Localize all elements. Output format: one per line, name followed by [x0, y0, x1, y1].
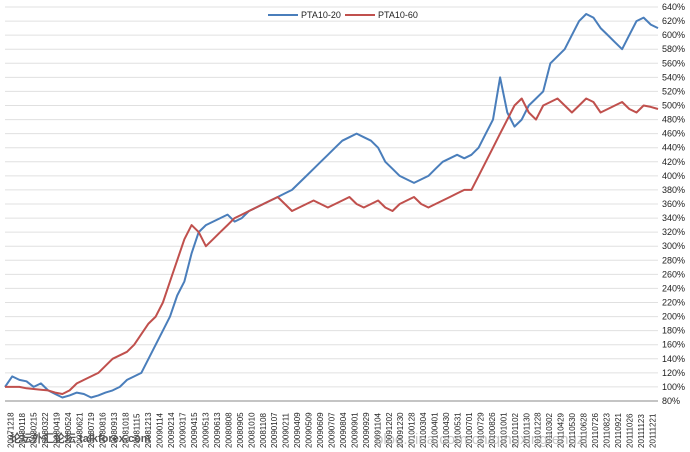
series-layer	[4, 13, 659, 399]
y-tick-label: 80%	[662, 396, 680, 406]
x-tick-label: 20090609	[316, 412, 325, 448]
y-tick-label: 240%	[662, 283, 685, 293]
x-tick-label: 20110921	[614, 412, 623, 448]
y-tick-label: 180%	[662, 326, 685, 336]
y-tick-label: 540%	[662, 72, 685, 82]
x-tick-label: 20100401	[431, 412, 440, 448]
x-tick-label: 20081108	[259, 412, 268, 448]
y-tick-label: 160%	[662, 340, 685, 350]
x-tick-label: 20110429	[557, 412, 566, 448]
x-tick-label: 20090214	[167, 412, 176, 448]
x-tick-label: 20090114	[156, 412, 165, 448]
x-tick-label: 20080913	[110, 412, 119, 448]
x-tick-label: 20090211	[282, 412, 291, 448]
legend-label-pta10-60: PTA10-60	[378, 10, 418, 20]
x-tick-label: 20080719	[87, 412, 96, 448]
y-tick-label: 460%	[662, 129, 685, 139]
y-tick-label: 440%	[662, 143, 685, 153]
y-tick-label: 640%	[662, 2, 685, 12]
y-tick-label: 220%	[662, 298, 685, 308]
y-tick-label: 380%	[662, 185, 685, 195]
x-tick-label: 20071218	[7, 412, 16, 448]
y-tick-label: 200%	[662, 312, 685, 322]
y-tick-label: 360%	[662, 199, 685, 209]
y-tick-label: 500%	[662, 101, 685, 111]
x-tick-label: 20091230	[396, 412, 405, 448]
y-tick-label: 420%	[662, 157, 685, 167]
x-tick-label: 20090409	[293, 412, 302, 448]
x-tick-label: 20090901	[350, 412, 359, 448]
x-tick-label: 20090804	[339, 412, 348, 448]
y-tick-label: 340%	[662, 213, 685, 223]
x-tick-label: 20100430	[442, 412, 451, 448]
x-tick-label: 20090415	[190, 412, 199, 448]
x-tick-label: 20080419	[53, 412, 62, 448]
x-tick-label: 20090613	[213, 412, 222, 448]
watermark-blog: blog.sina.com.cn/qingxingfengzi	[375, 431, 588, 448]
x-tick-label: 20110302	[545, 412, 554, 448]
series-line-pta10-20	[4, 13, 659, 399]
x-tick-label: 20080524	[64, 412, 73, 448]
y-tick-label: 480%	[662, 115, 685, 125]
x-tick-label: 20080215	[30, 412, 39, 448]
x-tick-label: 20111123	[637, 414, 646, 448]
x-tick-label: 20090707	[328, 412, 337, 448]
y-tick-label: 560%	[662, 58, 685, 68]
legend-label-pta10-20: PTA10-20	[301, 10, 341, 20]
series-line-pta10-60	[5, 97, 659, 395]
x-tick-label: 20101228	[534, 412, 543, 448]
watermark-talkforex: 论坛外汇论坛 talkforex.com	[10, 431, 151, 445]
x-tick-label: 20080621	[75, 412, 84, 448]
y-tick-label: 280%	[662, 255, 685, 265]
x-tick-label: 20101130	[522, 412, 531, 448]
y-tick-label: 120%	[662, 368, 685, 378]
x-tick-label: 20100531	[454, 412, 463, 448]
x-tick-label: 20090509	[305, 412, 314, 448]
x-axis-ticks: 20071218 20080118 20080215 20080322 20080419…	[7, 412, 658, 448]
y-tick-label: 320%	[662, 227, 685, 237]
x-tick-label: 20100128	[408, 412, 417, 448]
x-tick-label: 20110726	[591, 412, 600, 448]
grid-lines	[5, 6, 658, 402]
x-tick-label: 20101102	[511, 412, 520, 448]
x-tick-label: 20110823	[602, 412, 611, 448]
y-tick-label: 600%	[662, 30, 685, 40]
x-tick-label: 20081115	[133, 413, 142, 448]
x-tick-label: 20100826	[488, 412, 497, 448]
x-tick-label: 20090929	[362, 412, 371, 448]
x-tick-label: 20110628	[580, 412, 589, 448]
x-tick-label: 20081018	[121, 412, 130, 448]
y-axis-ticks: 80% 100% 120% 140% 160% 180% 200% 220% 240% 260% 2…	[662, 2, 685, 406]
y-tick-label: 400%	[662, 171, 685, 181]
y-tick-label: 620%	[662, 16, 685, 26]
x-tick-label: 20080905	[236, 412, 245, 448]
x-tick-label: 20100304	[419, 412, 428, 448]
y-tick-label: 140%	[662, 354, 685, 364]
x-tick-label: 20100729	[476, 412, 485, 448]
y-tick-label: 580%	[662, 44, 685, 54]
x-tick-label: 20081010	[247, 412, 256, 448]
y-tick-label: 520%	[662, 86, 685, 96]
x-tick-label: 20111221	[648, 413, 657, 448]
y-tick-label: 300%	[662, 241, 685, 251]
x-tick-label: 20091104	[373, 412, 382, 448]
legend: PTA10-20 PTA10-60	[268, 10, 418, 20]
x-tick-label: 20090513	[201, 412, 210, 448]
x-tick-label: 20110530	[568, 412, 577, 448]
y-tick-label: 260%	[662, 269, 685, 279]
x-tick-label: 20101001	[499, 412, 508, 448]
x-tick-label: 20091202	[385, 412, 394, 448]
x-tick-label: 20111026	[625, 413, 634, 448]
y-tick-label: 100%	[662, 382, 685, 392]
x-tick-label: 20080322	[41, 412, 50, 448]
x-tick-label: 20080118	[18, 412, 27, 448]
x-tick-label: 20090317	[179, 412, 188, 448]
x-tick-label: 20080816	[98, 412, 107, 448]
x-tick-label: 20080808	[224, 412, 233, 448]
x-tick-label: 20100701	[465, 412, 474, 448]
x-tick-label: 20090107	[270, 412, 279, 448]
x-tick-label: 20081213	[144, 412, 153, 448]
